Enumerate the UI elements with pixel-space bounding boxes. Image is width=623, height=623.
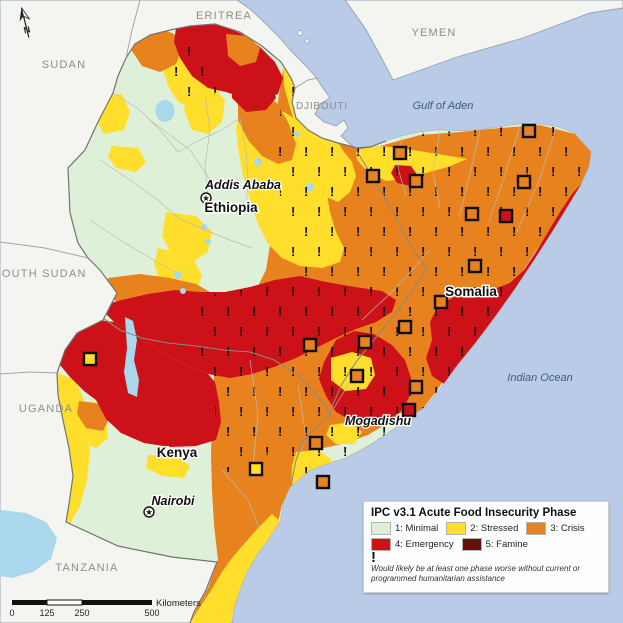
region-stressed xyxy=(108,146,146,172)
legend-item: 1: Minimal xyxy=(371,522,438,535)
worse-phase-pattern xyxy=(164,44,222,106)
lake-victoria xyxy=(0,510,57,578)
lake xyxy=(180,288,186,294)
north-label: N xyxy=(23,24,32,35)
label-djibouti: DJIBOUTI xyxy=(296,101,348,112)
label-sudan: SUDAN xyxy=(42,59,87,71)
nairobi-marker: ★ xyxy=(143,506,155,518)
addis-ababa-marker: ★ xyxy=(200,192,212,204)
svg-text:★: ★ xyxy=(202,193,210,203)
legend-swatch xyxy=(371,538,391,551)
label-yemen: YEMEN xyxy=(411,27,456,39)
label-gulf-of-aden: Gulf of Aden xyxy=(413,100,474,112)
region-stressed xyxy=(162,212,212,262)
legend-item: 5: Famine xyxy=(461,538,528,551)
legend-label: 1: Minimal xyxy=(395,523,439,534)
camp-marker-phase3[interactable] xyxy=(392,145,408,161)
scale-tick: 500 xyxy=(144,608,159,618)
scale-segment xyxy=(82,600,152,605)
lake-turkana xyxy=(124,317,139,397)
label-mogadishu: Mogadishu xyxy=(345,414,411,428)
camp-marker-phase3[interactable] xyxy=(467,258,483,274)
island xyxy=(297,30,303,36)
label-kenya: Kenya xyxy=(157,445,198,460)
camp-marker-phase3[interactable] xyxy=(315,474,331,490)
lake-tana xyxy=(155,100,175,122)
label-nairobi: Nairobi xyxy=(151,494,195,508)
legend-label: 4: Emergency xyxy=(395,539,454,550)
legend-label: 3: Crisis xyxy=(550,523,585,534)
svg-text:★: ★ xyxy=(145,507,153,517)
legend-label: 2: Stressed xyxy=(470,523,519,534)
label-uganda: UGANDA xyxy=(19,403,73,415)
label-eritrea: ERITREA xyxy=(196,10,252,22)
camp-marker-phase2[interactable] xyxy=(248,461,264,477)
camp-marker-phase4[interactable] xyxy=(498,208,514,224)
region-stressed xyxy=(146,455,190,478)
legend-swatch xyxy=(461,538,482,551)
camp-marker-phase3[interactable] xyxy=(433,294,449,310)
scale-tick: 125 xyxy=(39,608,54,618)
region-stressed xyxy=(190,514,280,623)
scale-ticks: 0 125 250 500 xyxy=(9,608,159,618)
lake xyxy=(205,239,211,245)
legend-swatch xyxy=(526,522,547,535)
legend-swatch xyxy=(371,522,391,535)
scale-bar: 0 125 250 500 Kilometers xyxy=(9,598,201,618)
camp-marker-phase3[interactable] xyxy=(516,174,532,190)
region-emergency-turkana xyxy=(60,320,221,447)
scale-tick: 250 xyxy=(74,608,89,618)
scale-unit: Kilometers xyxy=(156,598,201,609)
island xyxy=(304,38,310,44)
region-crisis xyxy=(226,34,260,66)
capital-symbols: ★★ xyxy=(143,192,212,518)
camp-markers-layer xyxy=(82,123,537,490)
legend-items: 1: Minimal 2: Stressed 3: Crisis 4: Emergen… xyxy=(371,522,601,551)
camp-marker-phase3[interactable] xyxy=(308,435,324,451)
camp-marker-phase3[interactable] xyxy=(349,368,365,384)
camp-marker-phase3[interactable] xyxy=(521,123,537,139)
map-labels: SUDAN SOUTH SUDAN UGANDA TANZANIA ERITREA YEM… xyxy=(0,10,573,574)
legend-exclamation-icon: ! xyxy=(371,549,376,566)
camp-marker-phase3[interactable] xyxy=(365,168,381,184)
legend-label: 5: Famine xyxy=(485,539,528,550)
legend: IPC v3.1 Acute Food Insecurity Phase 1: … xyxy=(363,501,609,593)
legend-title: IPC v3.1 Acute Food Insecurity Phase xyxy=(371,507,577,519)
lake xyxy=(174,271,182,279)
legend-item: 4: Emergency xyxy=(371,538,454,551)
north-arrow: N xyxy=(19,7,32,38)
yemen-land xyxy=(344,0,623,81)
camp-marker-phase3[interactable] xyxy=(408,173,424,189)
camp-marker-phase3[interactable] xyxy=(408,379,424,395)
label-addis-ababa: Addis Ababa xyxy=(204,178,281,192)
label-south-sudan: SOUTH SUDAN xyxy=(0,268,87,280)
legend-item: 3: Crisis xyxy=(526,522,585,535)
scale-segment xyxy=(12,600,47,605)
camp-marker-phase3[interactable] xyxy=(397,319,413,335)
region-emergency xyxy=(232,74,276,112)
legend-swatch xyxy=(446,522,467,535)
worse-phase-pattern xyxy=(189,58,590,518)
label-somalia: Somalia xyxy=(445,284,497,299)
lake xyxy=(254,158,262,166)
bloc-outline xyxy=(56,23,387,623)
camp-marker-phase3[interactable] xyxy=(302,337,318,353)
camp-marker-phase3[interactable] xyxy=(357,334,373,350)
legend-note: Would likely be at least one phase worse… xyxy=(371,564,580,583)
outside-borders xyxy=(0,0,319,375)
label-ethiopia: Ethiopia xyxy=(204,200,258,215)
label-indian-ocean: Indian Ocean xyxy=(507,372,572,384)
scale-tick: 0 xyxy=(9,608,14,618)
camp-marker-phase3[interactable] xyxy=(464,206,480,222)
lake xyxy=(201,224,207,230)
scale-segment xyxy=(46,599,83,606)
legend-item: 2: Stressed xyxy=(446,522,518,535)
admin-boundaries xyxy=(89,92,557,531)
label-tanzania: TANZANIA xyxy=(55,562,118,574)
camp-marker-phase4[interactable] xyxy=(401,402,417,418)
camp-marker-phase2[interactable] xyxy=(82,351,98,367)
